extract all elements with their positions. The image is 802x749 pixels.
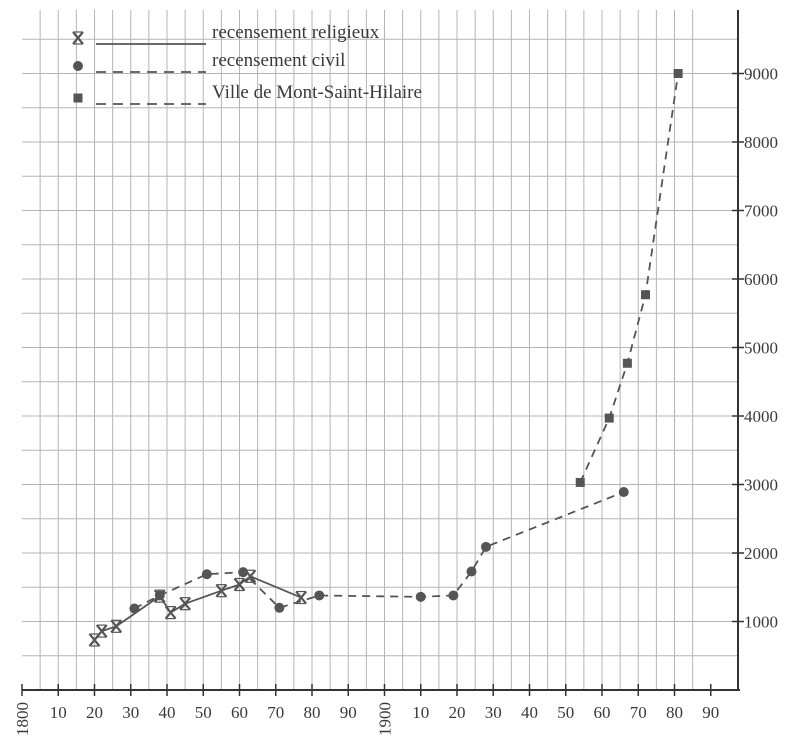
data-point-square	[604, 413, 614, 423]
y-tick-label: 2000	[744, 544, 778, 563]
y-tick-label: 9000	[744, 65, 778, 84]
data-point-cross	[233, 577, 246, 592]
data-point-circle	[274, 602, 285, 613]
data-point-cross	[110, 619, 123, 633]
x-tick-label: 60	[231, 703, 248, 722]
x-tick-label: 10	[412, 703, 429, 722]
data-point-square	[622, 358, 632, 368]
data-point-circle	[481, 541, 491, 552]
x-tick-label: 1800	[13, 702, 32, 736]
data-point-circle	[314, 590, 325, 601]
data-point-circle	[154, 590, 165, 601]
x-tick-label: 40	[521, 703, 538, 722]
data-point-circle	[201, 569, 212, 580]
legend-label: recensement civil	[212, 50, 345, 71]
series-group	[88, 69, 683, 647]
legend: recensement religieux recensement civil Vi…	[72, 22, 422, 105]
series-recensement-religieux	[88, 569, 307, 647]
data-point-square	[575, 477, 585, 487]
x-tick-label: 50	[195, 703, 212, 722]
x-tick-label: 60	[594, 703, 611, 722]
data-point-cross	[95, 624, 108, 638]
y-tick-label: 1000	[744, 613, 778, 632]
series-recensement-civil	[129, 487, 629, 614]
data-point-circle	[618, 487, 629, 498]
y-tick-label: 7000	[744, 202, 778, 221]
x-tick-label: 90	[702, 703, 719, 722]
x-tick-label: 1900	[376, 702, 395, 736]
x-tick-label: 70	[267, 703, 284, 722]
x-tick-label: 80	[666, 703, 683, 722]
data-point-circle	[129, 603, 140, 614]
legend-item: recensement civil	[73, 50, 345, 73]
x-tick-label: 30	[485, 703, 502, 722]
y-tick-label: 3000	[744, 476, 778, 495]
grid	[22, 10, 738, 690]
data-point-cross	[164, 605, 177, 620]
x-tick-label: 80	[304, 703, 321, 722]
x-tick-label: 10	[50, 703, 67, 722]
data-point-cross	[215, 583, 228, 598]
data-point-cross	[72, 31, 84, 45]
series-line	[93, 575, 302, 641]
axes: 1800 10 20 30 40 50 60 70 80 90 1900 10 20 30 40 50 60 70…	[13, 10, 778, 736]
x-tick-label: 90	[340, 703, 357, 722]
data-point-square	[673, 69, 683, 78]
x-tick-label: 20	[449, 703, 466, 722]
data-point-circle	[466, 566, 477, 577]
data-point-circle	[73, 61, 83, 71]
x-tick-label: 50	[557, 703, 574, 722]
x-tick-label: 40	[159, 703, 176, 722]
data-point-circle	[448, 590, 459, 601]
x-tick-label: 70	[630, 703, 647, 722]
data-point-circle	[415, 591, 426, 602]
data-point-cross	[179, 596, 191, 611]
legend-item: recensement religieux	[72, 22, 380, 45]
data-point-circle	[238, 567, 249, 578]
x-tick-label: 20	[86, 703, 103, 722]
y-tick-label: 8000	[744, 133, 778, 152]
data-point-square	[73, 93, 83, 103]
y-tick-label: 5000	[744, 339, 778, 358]
data-point-square	[641, 290, 650, 300]
legend-item: Ville de Mont-Saint-Hilaire	[73, 82, 422, 105]
x-tick-label: 30	[122, 703, 139, 722]
series-line	[579, 73, 680, 483]
legend-label: recensement religieux	[212, 22, 380, 43]
series-line	[133, 491, 625, 610]
y-tick-label: 4000	[744, 407, 778, 426]
series-ville-de-mont-saint-hilaire	[575, 69, 683, 487]
y-tick-label: 6000	[744, 270, 778, 289]
legend-label: Ville de Mont-Saint-Hilaire	[212, 82, 422, 103]
